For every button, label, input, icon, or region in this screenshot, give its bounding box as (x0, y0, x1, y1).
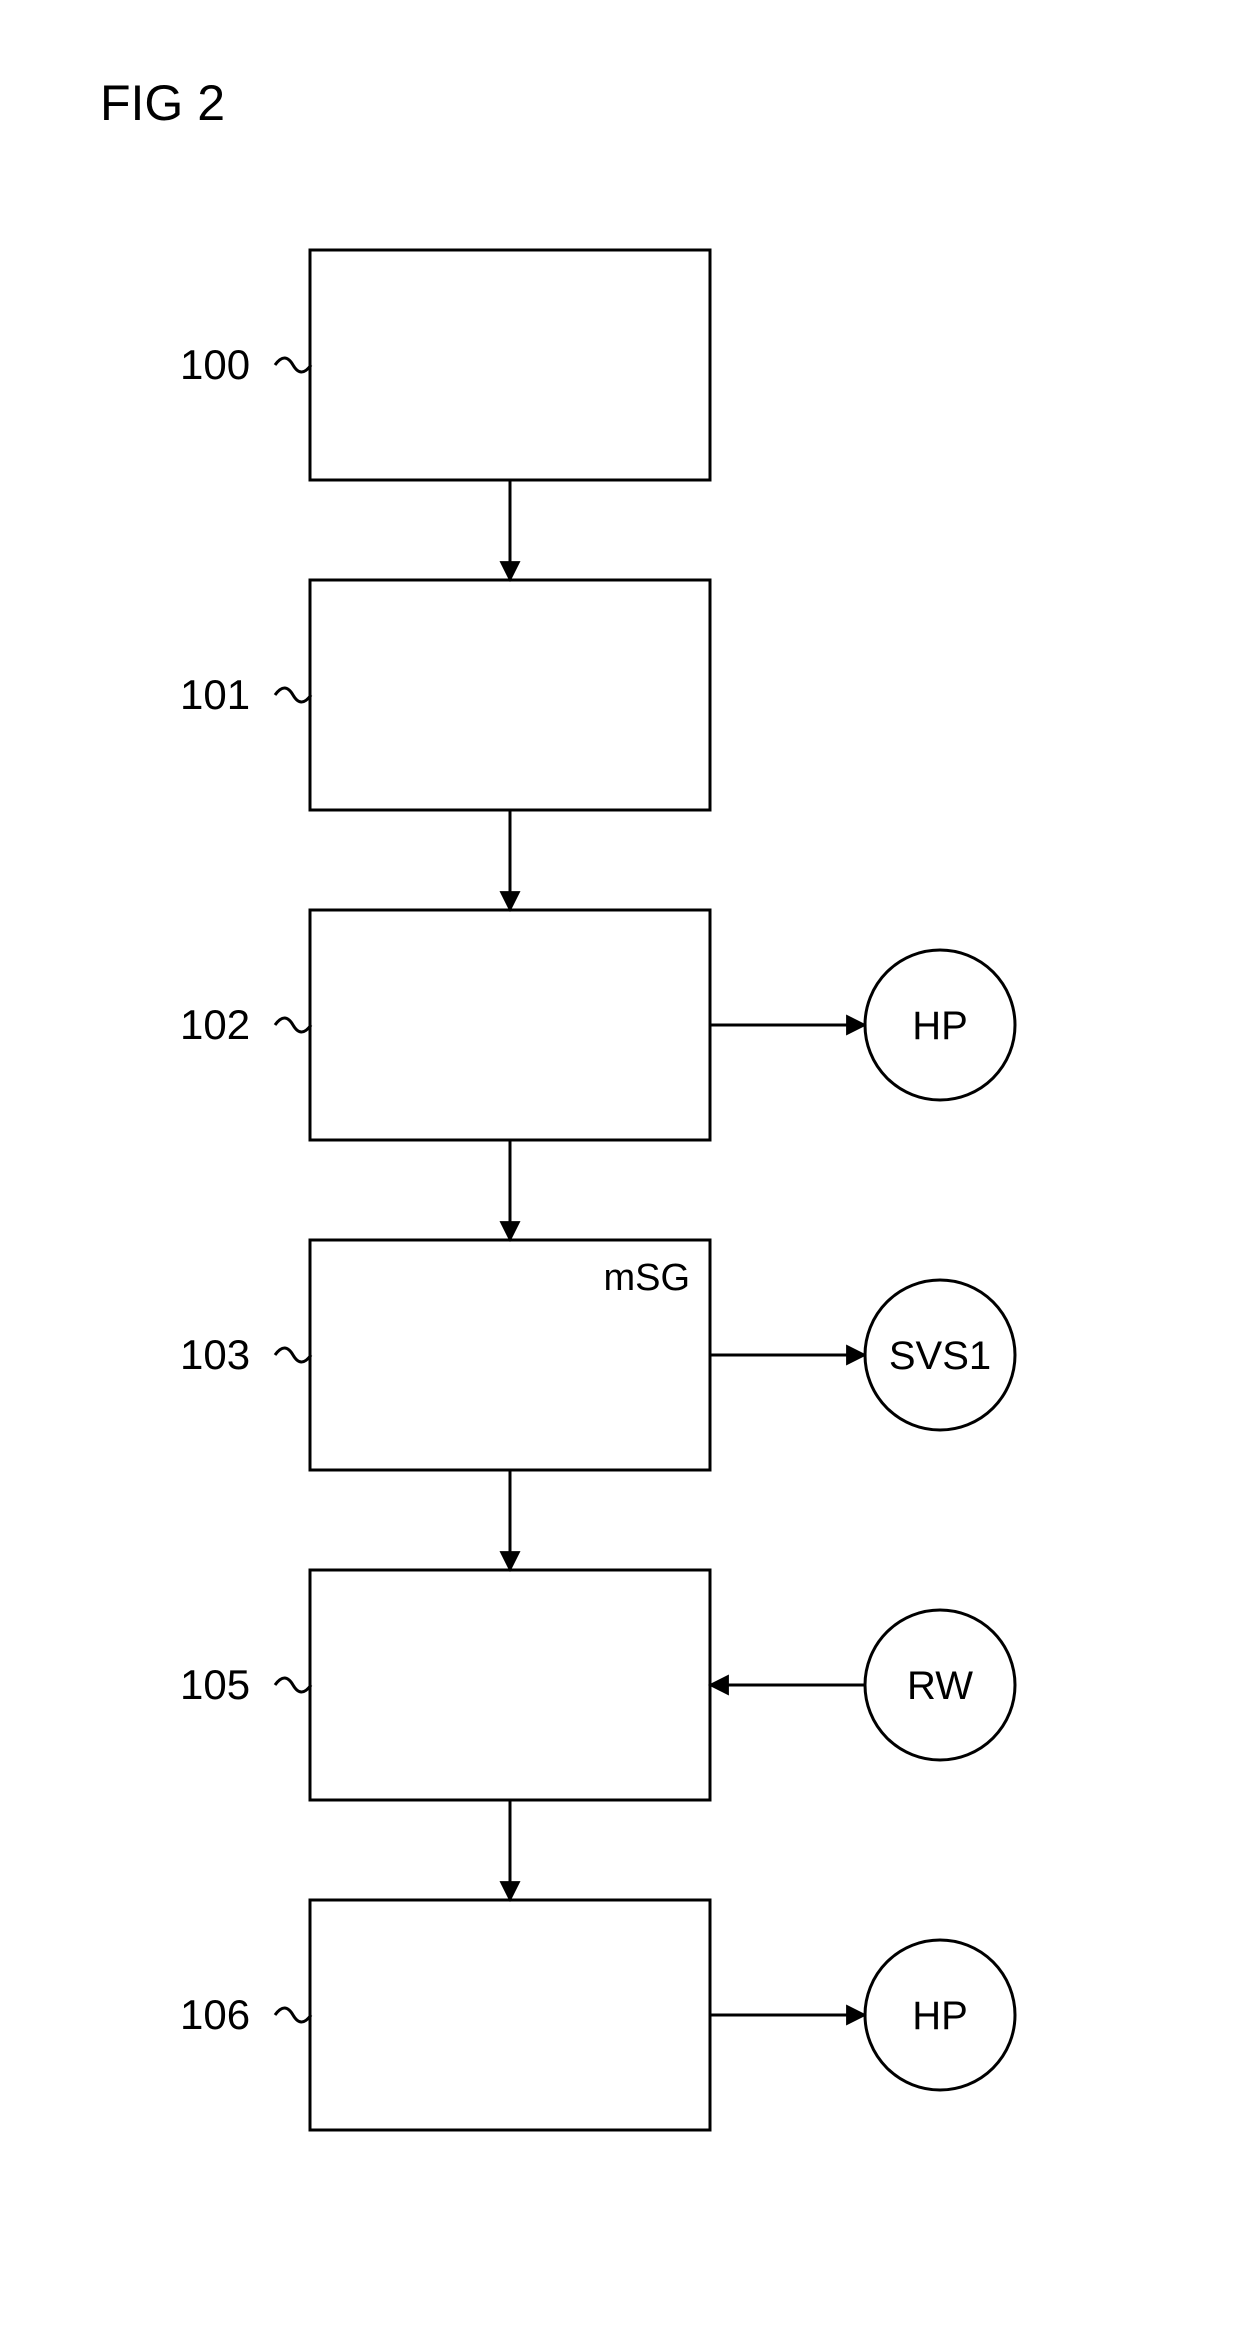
box-rect (310, 910, 710, 1140)
box-label: 102 (180, 1001, 250, 1048)
box-rect (310, 1570, 710, 1800)
flow-box-106: 106 (180, 1900, 710, 2130)
label-tick (275, 1348, 311, 1362)
box-label: 101 (180, 671, 250, 718)
boxes-group: 100 101 102 103 mSG 105 106 (180, 250, 710, 2130)
flow-box-105: 105 (180, 1570, 710, 1800)
box-label: 106 (180, 1991, 250, 2038)
flow-box-103: 103 mSG (180, 1240, 710, 1470)
box-label: 100 (180, 341, 250, 388)
box-label: 103 (180, 1331, 250, 1378)
flow-box-102: 102 (180, 910, 710, 1140)
box-rect (310, 250, 710, 480)
flow-circle-RW: RW (865, 1610, 1015, 1760)
circle-label: RW (907, 1664, 973, 1708)
label-tick (275, 358, 311, 372)
circle-label: HP (912, 1994, 968, 2038)
label-tick (275, 1678, 311, 1692)
flow-circle-HP1: HP (865, 950, 1015, 1100)
arrows-group (510, 480, 865, 2015)
figure-title: FIG 2 (100, 75, 225, 131)
circle-label: SVS1 (889, 1334, 991, 1378)
label-tick (275, 2008, 311, 2022)
box-inner-label: mSG (603, 1257, 690, 1299)
box-label: 105 (180, 1661, 250, 1708)
circle-label: HP (912, 1004, 968, 1048)
flow-circle-SVS1: SVS1 (865, 1280, 1015, 1430)
flow-box-101: 101 (180, 580, 710, 810)
label-tick (275, 1018, 311, 1032)
box-rect (310, 1900, 710, 2130)
label-tick (275, 688, 311, 702)
flow-box-100: 100 (180, 250, 710, 480)
flow-circle-HP2: HP (865, 1940, 1015, 2090)
circles-group: HP SVS1 RW HP (865, 950, 1015, 2090)
flowchart-fig2: FIG 2 100 101 102 103 mSG 105 106 HP SVS1 RW HP (0, 0, 1234, 2332)
box-rect (310, 580, 710, 810)
